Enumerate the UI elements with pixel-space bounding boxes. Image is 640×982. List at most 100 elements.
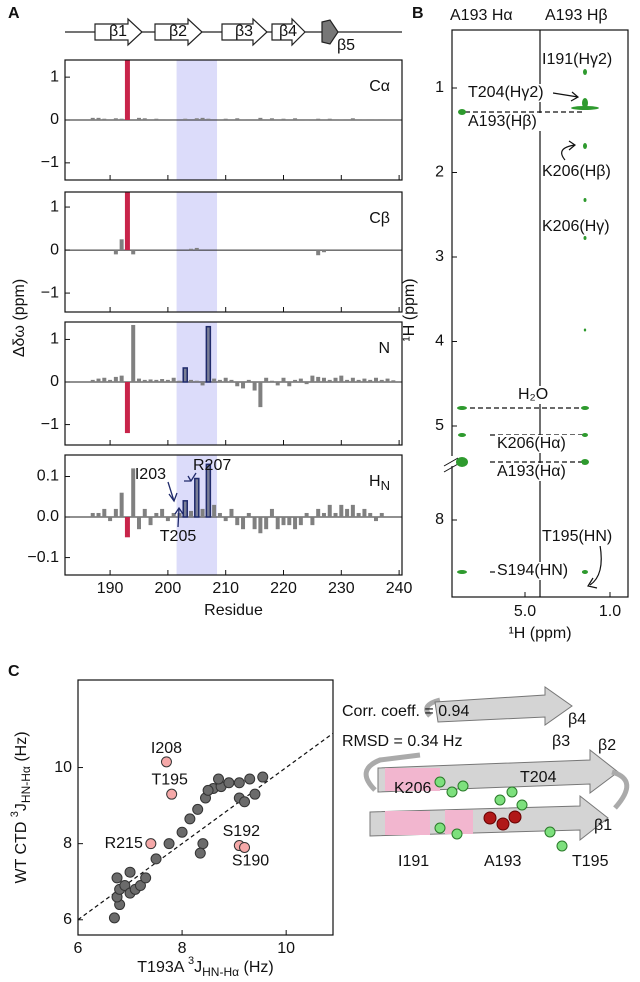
bar [345, 379, 350, 383]
peak [458, 109, 466, 115]
bar [124, 382, 130, 434]
bar [183, 118, 188, 120]
panel-letter: C [8, 663, 20, 680]
atom [508, 810, 522, 824]
bar [206, 118, 211, 120]
bar [194, 477, 200, 518]
label-bg [496, 435, 582, 453]
bar [223, 517, 228, 522]
label-bg [541, 163, 627, 181]
bar [350, 118, 355, 120]
label-bg [467, 84, 553, 102]
x-tick-label: 1.0 [599, 603, 621, 620]
y-tick-label: 8 [63, 835, 72, 852]
bar [241, 517, 246, 530]
bar [119, 375, 124, 383]
bar [212, 504, 217, 518]
bar [171, 377, 176, 383]
bar [235, 382, 240, 387]
bar [379, 512, 384, 518]
bar [217, 512, 222, 518]
y-tick-label: 0 [50, 241, 59, 258]
y-tick-label: 0.0 [37, 508, 59, 525]
bar [235, 517, 240, 526]
title-main: H [369, 473, 381, 490]
point [239, 841, 251, 853]
label-pre: WT CTD [13, 817, 30, 883]
atom [506, 786, 518, 798]
panel-letter: A [8, 5, 20, 22]
bar [217, 119, 222, 120]
y-tick-label: 3 [435, 248, 444, 265]
bar [385, 119, 390, 120]
point [257, 771, 269, 783]
bar [113, 376, 118, 383]
point [111, 872, 123, 884]
y-tick-label: −1 [41, 154, 59, 171]
bar [345, 508, 350, 518]
bar [350, 504, 355, 518]
x-tick-label: 220 [270, 580, 297, 597]
peak [583, 236, 587, 240]
peak-label: I191(Hγ2) [542, 51, 612, 68]
bar [373, 517, 378, 522]
bar [281, 118, 286, 120]
peak-label: K206(Hγ) [542, 218, 610, 235]
point-label: S190 [232, 853, 269, 870]
label-bg [496, 463, 582, 481]
peak [582, 433, 588, 437]
label-main: J [194, 959, 202, 976]
stat-annotation: Corr. coeff. = 0.94 [342, 703, 469, 720]
bar [96, 512, 101, 518]
bar [136, 117, 141, 120]
bar [316, 376, 321, 383]
bar [200, 508, 205, 518]
plot-frame [77, 679, 334, 936]
bar [275, 382, 280, 386]
bar [142, 508, 147, 518]
peak [583, 328, 587, 332]
annotation: I203 [135, 466, 166, 483]
plot-frame [64, 454, 403, 576]
bar [316, 118, 321, 120]
bar [287, 382, 292, 387]
peak-label: K206(Hα) [497, 435, 566, 452]
bar [327, 379, 332, 383]
bar [229, 508, 234, 518]
bar [90, 379, 95, 383]
bar [160, 508, 165, 518]
bar [385, 378, 390, 383]
y-tick-label: −1 [41, 284, 59, 301]
green-spheres [434, 776, 568, 852]
strand-label: β3 [235, 23, 253, 40]
label-sub: HN-Hα [19, 766, 33, 803]
x-axis-label: Residue [204, 602, 263, 619]
bar [293, 118, 298, 120]
bar [154, 512, 159, 518]
label-sup: 3 [9, 811, 21, 817]
bar [339, 504, 344, 518]
bar [182, 500, 188, 518]
bar [246, 379, 251, 383]
peak [583, 198, 587, 202]
y-tick-label: −0.1 [27, 549, 59, 566]
bar [113, 250, 118, 255]
bar [281, 377, 286, 383]
bar [142, 118, 147, 120]
bar [189, 510, 194, 518]
bar [194, 380, 199, 383]
atom [434, 776, 446, 788]
bar [142, 379, 147, 383]
point [249, 788, 261, 800]
title-main: N [378, 340, 390, 357]
bar [131, 324, 136, 383]
bar [264, 517, 269, 530]
bar [90, 117, 95, 120]
bar [246, 512, 251, 518]
peak-label: K206(Hβ) [542, 163, 611, 180]
axis-break [443, 463, 459, 473]
arrow [552, 91, 580, 102]
peak [458, 433, 466, 437]
secondary-structure [65, 17, 402, 47]
